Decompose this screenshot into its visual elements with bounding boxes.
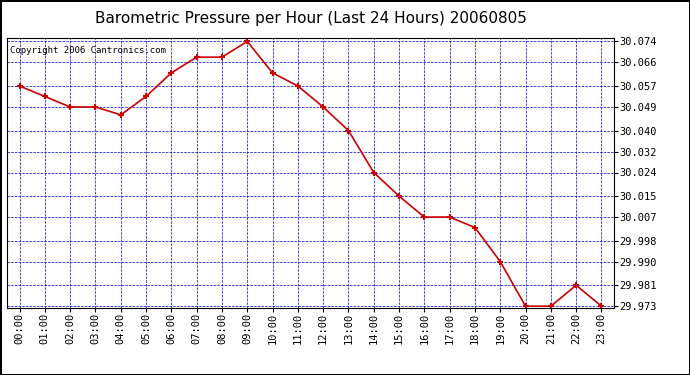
Text: Barometric Pressure per Hour (Last 24 Hours) 20060805: Barometric Pressure per Hour (Last 24 Ho… (95, 11, 526, 26)
Text: Copyright 2006 Cantronics.com: Copyright 2006 Cantronics.com (10, 46, 166, 55)
